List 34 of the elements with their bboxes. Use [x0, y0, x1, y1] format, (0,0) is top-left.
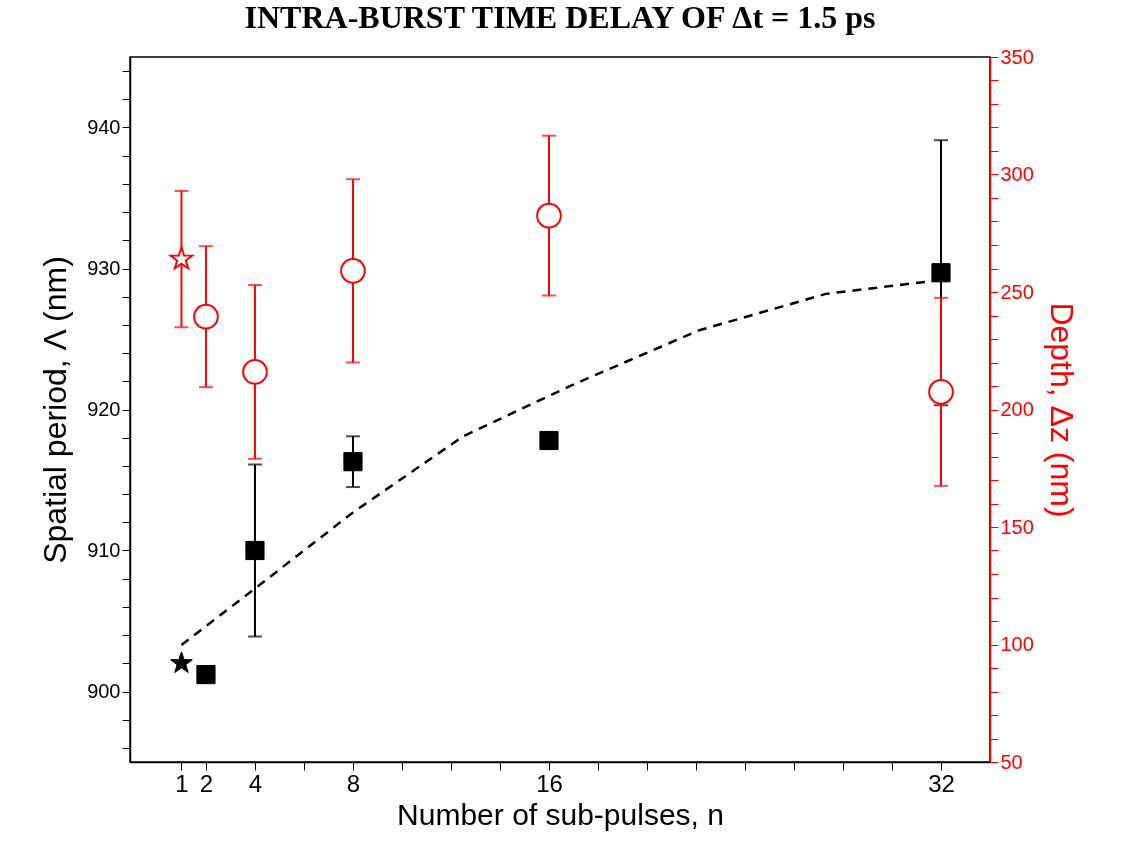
x-tick-label: 4 [248, 769, 263, 797]
point [536, 202, 562, 229]
y2-tick-label: 350 [1000, 45, 1034, 68]
y-tick-label: 910 [87, 539, 121, 561]
x-tick-label: 8 [346, 769, 361, 797]
y-axis-title: Spatial period, Λ (nm) [37, 256, 74, 564]
y2-tick-label: 300 [1000, 163, 1034, 185]
y2-tick-label: 150 [1000, 515, 1034, 538]
x-tick-label: 16 [536, 769, 563, 797]
x-axis-title: Number of sub-pulses, n [397, 797, 724, 831]
x-tick-label: 32 [928, 769, 955, 797]
y-tick-label: 930 [87, 257, 121, 279]
x-tick-label: 1 [175, 769, 189, 797]
y2-tick-label: 200 [1000, 398, 1034, 420]
y-tick-label: 920 [87, 398, 121, 420]
point [196, 665, 216, 685]
point [193, 303, 219, 330]
point [242, 359, 268, 385]
chart-title: INTRA-BURST TIME DELAY OF Δt = 1.5 ps [244, 0, 876, 35]
y2-tick-label: 100 [1000, 633, 1034, 655]
point [931, 263, 951, 283]
point [343, 452, 363, 472]
x-tick-label: 2 [199, 769, 214, 797]
y2-tick-label: 250 [1000, 280, 1034, 303]
y-tick-label: 940 [87, 116, 121, 138]
point [167, 246, 195, 271]
y2-tick-label: 50 [1000, 750, 1023, 773]
point [170, 651, 193, 674]
point [928, 379, 954, 405]
y-tick-label: 900 [87, 680, 121, 702]
point [539, 430, 559, 451]
point [340, 258, 366, 284]
y2-axis-title: Depth, Δz (nm) [1043, 302, 1080, 518]
point [245, 540, 265, 561]
